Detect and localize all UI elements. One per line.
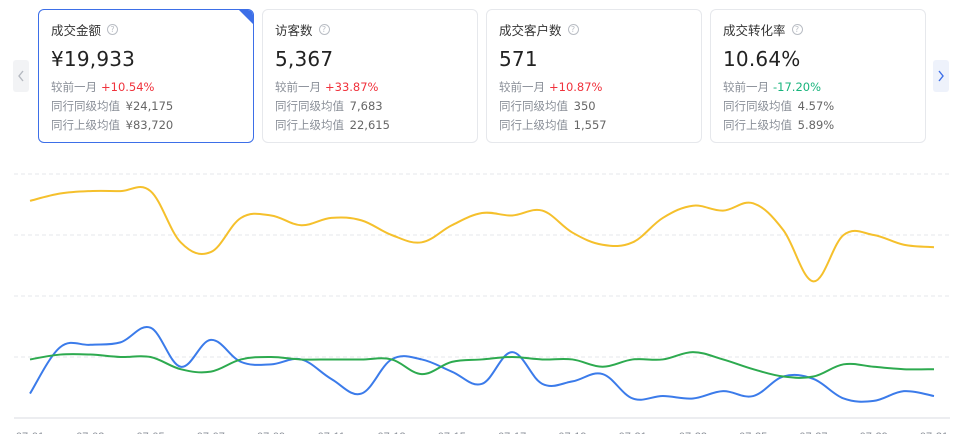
x-tick-label: 07-09 (257, 431, 285, 434)
metric-card-conversion[interactable]: 成交转化率? 10.64% 较前一月 -17.20% 同行同级均值 4.57% 同… (710, 9, 926, 143)
compare-value: -17.20% (773, 80, 821, 94)
card-title: 访客数 (275, 22, 313, 38)
peer-label: 同行同级均值 (499, 99, 568, 113)
card-value: 571 (499, 47, 538, 71)
metric-card-visitors[interactable]: 访客数? 5,367 较前一月 +33.87% 同行同级均值 7,683 同行上级… (262, 9, 478, 143)
chevron-right-icon (938, 70, 944, 82)
compare-value: +10.54% (101, 80, 155, 94)
x-tick-label: 07-11 (318, 431, 345, 434)
metric-card-buyers[interactable]: 成交客户数? 571 较前一月 +10.87% 同行同级均值 350 同行上级均值… (486, 9, 702, 143)
x-tick-label: 07-25 (739, 431, 767, 434)
carousel-prev-button[interactable] (13, 60, 29, 92)
x-tick-label: 07-05 (136, 431, 164, 434)
top-label: 同行上级均值 (51, 118, 120, 132)
card-title: 成交转化率 (723, 22, 786, 38)
x-tick-label: 07-23 (679, 431, 707, 434)
peer-label: 同行同级均值 (723, 99, 792, 113)
x-tick-label: 07-29 (860, 431, 888, 434)
series-line-0 (29, 186, 935, 283)
peer-value: 350 (573, 99, 596, 113)
compare-label: 较前一月 (275, 80, 321, 94)
selected-flag (239, 10, 253, 24)
peer-label: 同行同级均值 (51, 99, 120, 113)
x-tick-label: 07-19 (558, 431, 586, 434)
card-value: 10.64% (723, 47, 801, 71)
x-tick-label: 07-27 (799, 431, 827, 434)
peer-label: 同行同级均值 (275, 99, 344, 113)
compare-label: 较前一月 (723, 80, 769, 94)
top-label: 同行上级均值 (499, 118, 568, 132)
carousel-next-button[interactable] (933, 60, 949, 92)
x-tick-label: 07-13 (378, 431, 406, 434)
card-value: 5,367 (275, 47, 334, 71)
x-tick-label: 07-17 (498, 431, 526, 434)
top-label: 同行上级均值 (723, 118, 792, 132)
top-value: 1,557 (573, 118, 607, 132)
trend-chart: 07-01 07-03 07-05 07-07 07-09 07-11 07-13 07-15… (14, 173, 950, 434)
card-title: 成交金额 (51, 22, 102, 38)
card-value: ¥19,933 (51, 47, 136, 71)
x-tick-label: 07-01 (16, 431, 44, 434)
compare-label: 较前一月 (499, 80, 545, 94)
chevron-left-icon (18, 70, 24, 82)
x-tick-label: 07-21 (619, 431, 647, 434)
x-tick-label: 07-07 (197, 431, 225, 434)
peer-value: 7,683 (349, 99, 383, 113)
card-title: 成交客户数 (499, 22, 562, 38)
series-line-1 (29, 325, 935, 403)
peer-value: 4.57% (797, 99, 835, 113)
metric-card-gmv[interactable]: 成交金额? ¥19,933 较前一月 +10.54% 同行同级均值 ¥24,175… (38, 9, 254, 143)
x-tick-label: 07-15 (438, 431, 466, 434)
compare-value: +10.87% (549, 80, 603, 94)
series-line-2 (29, 351, 935, 379)
x-tick-label: 07-31 (920, 431, 948, 434)
help-icon[interactable]: ? (107, 23, 119, 35)
top-value: ¥83,720 (125, 118, 174, 132)
help-icon[interactable]: ? (567, 23, 579, 35)
help-icon[interactable]: ? (791, 23, 803, 35)
compare-value: +33.87% (325, 80, 379, 94)
top-value: 22,615 (349, 118, 390, 132)
compare-label: 较前一月 (51, 80, 97, 94)
x-tick-label: 07-03 (76, 431, 104, 434)
help-icon[interactable]: ? (318, 23, 330, 35)
top-label: 同行上级均值 (275, 118, 344, 132)
peer-value: ¥24,175 (125, 99, 174, 113)
top-value: 5.89% (797, 118, 835, 132)
